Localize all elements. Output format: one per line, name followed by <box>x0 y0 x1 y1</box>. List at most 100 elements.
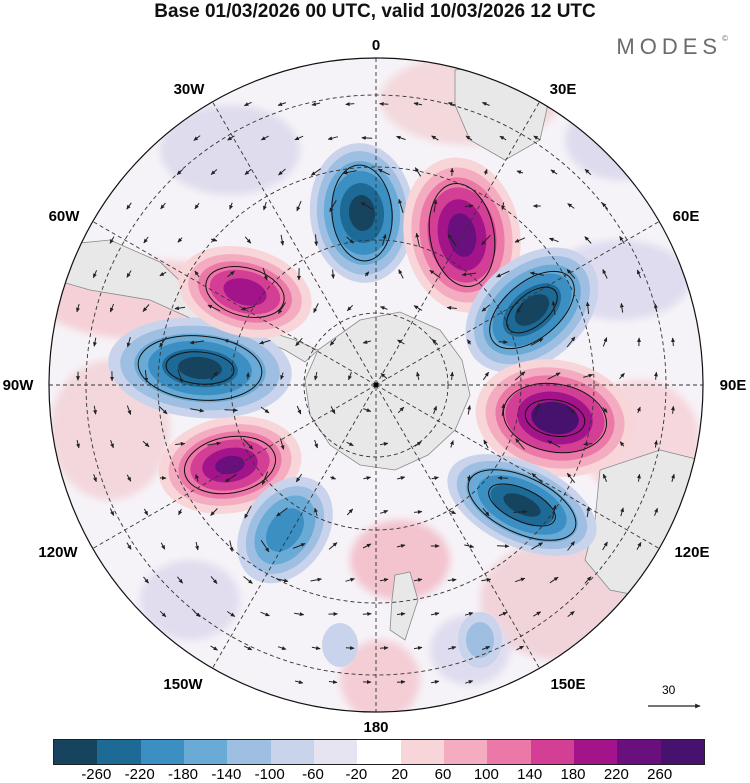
wind-arrow <box>461 272 476 277</box>
wind-arrow <box>243 645 253 651</box>
wind-arrow <box>380 510 389 514</box>
colorbar-swatch <box>227 740 271 764</box>
wind-arrow <box>110 440 114 449</box>
wind-arrow <box>450 371 454 380</box>
wind-arrow <box>294 135 304 141</box>
wind-arrow <box>514 577 526 583</box>
wind-arrow <box>143 236 149 244</box>
wind-arrow <box>76 303 80 313</box>
wind-arrow <box>433 405 437 414</box>
modes-logo: MODES© <box>616 34 728 60</box>
wind-arrow <box>654 507 658 516</box>
wind-arrow <box>398 198 404 213</box>
wind-arrow <box>602 473 608 482</box>
wind-arrow <box>280 372 285 380</box>
wind-arrow <box>109 303 115 313</box>
wind-arrow <box>227 135 235 141</box>
wind-arrow <box>467 475 472 482</box>
graticule <box>49 58 703 712</box>
wind-arrow <box>396 544 406 548</box>
wind-arrow <box>245 372 250 380</box>
wind-arrow <box>636 473 641 482</box>
wind-arrow <box>533 611 542 617</box>
wind-arrow <box>207 304 221 312</box>
copyright-mark: © <box>722 34 728 43</box>
colorbar-swatch <box>140 740 184 764</box>
south-pole-marker <box>373 382 379 388</box>
wind-arrow <box>498 611 508 617</box>
wind-arrow <box>160 542 166 550</box>
wind-arrow <box>447 102 456 106</box>
wind-arrow <box>174 306 186 311</box>
wind-arrow <box>175 441 186 446</box>
wind-arrow <box>566 472 576 484</box>
wind-arrow <box>529 271 544 276</box>
wind-arrow <box>331 269 336 279</box>
wind-arrow <box>144 370 149 383</box>
wind-arrow <box>465 680 474 684</box>
negative-anomaly-small-165e <box>458 612 502 668</box>
wind-arrow <box>619 302 624 313</box>
label-150e: 150E <box>550 676 585 693</box>
wind-arrow <box>415 232 420 247</box>
wind-arrow <box>243 576 253 584</box>
wind-arrow <box>548 237 559 243</box>
wind-arrow <box>244 505 252 519</box>
label-30e: 30E <box>550 81 577 98</box>
wind-arrow <box>210 169 218 175</box>
wind-arrow <box>109 236 115 244</box>
wind-arrow <box>193 135 201 141</box>
wind-arrow <box>346 305 354 311</box>
wind-arrow <box>313 303 319 314</box>
wind-arrow <box>379 101 389 106</box>
colorbar-swatch <box>97 740 141 764</box>
wind-arrow <box>126 542 132 550</box>
wind-arrow <box>194 202 200 210</box>
wind-arrow <box>296 200 302 212</box>
wind-arrow <box>466 339 472 345</box>
wind-arrow <box>586 506 591 518</box>
wind-arrow <box>261 471 269 485</box>
wind-arrow <box>496 270 510 278</box>
wind-arrow <box>671 337 675 347</box>
wind-arrow <box>414 441 422 447</box>
wind-arrow <box>126 336 131 348</box>
wind-arrow <box>483 439 489 449</box>
colorbar-tick-label: 260 <box>647 766 673 783</box>
wind-arrow <box>143 508 149 516</box>
wind-arrow <box>413 305 423 311</box>
wind-arrow <box>314 507 318 517</box>
wind-arrow <box>516 645 525 651</box>
wind-arrow <box>499 135 507 141</box>
wind-arrow <box>481 577 492 582</box>
label-60w: 60W <box>49 208 81 225</box>
wind-arrow <box>207 441 222 446</box>
label-90e: 90E <box>720 377 747 394</box>
wind-arrow <box>619 441 625 447</box>
wind-arrow <box>602 407 608 413</box>
wind-arrow <box>360 201 374 211</box>
negative-anomaly-55e <box>465 247 599 373</box>
wind-arrow <box>653 440 658 448</box>
wind-arrow <box>513 509 528 514</box>
wind-arrow <box>514 371 526 381</box>
negative-anomaly-0e <box>309 143 415 283</box>
wind-arrow <box>398 269 404 279</box>
colorbar-swatch <box>443 740 488 764</box>
wind-arrow <box>567 541 575 551</box>
wind-arrow <box>552 504 557 519</box>
wind-arrow <box>193 610 201 618</box>
wind-arrow <box>224 473 237 483</box>
wind-arrow <box>311 102 321 106</box>
wind-arrow <box>328 542 338 550</box>
wind-arrow <box>159 271 167 277</box>
wind-arrow <box>414 167 422 177</box>
wind-arrow <box>429 269 441 279</box>
colorbar-tick-label: 60 <box>434 766 452 783</box>
wind-arrow <box>177 369 183 384</box>
wind-arrow <box>566 269 576 279</box>
wind-arrow <box>227 270 235 278</box>
wind-arrow <box>584 576 592 584</box>
wind-arrow <box>481 234 491 246</box>
wind-arrow <box>210 508 218 516</box>
